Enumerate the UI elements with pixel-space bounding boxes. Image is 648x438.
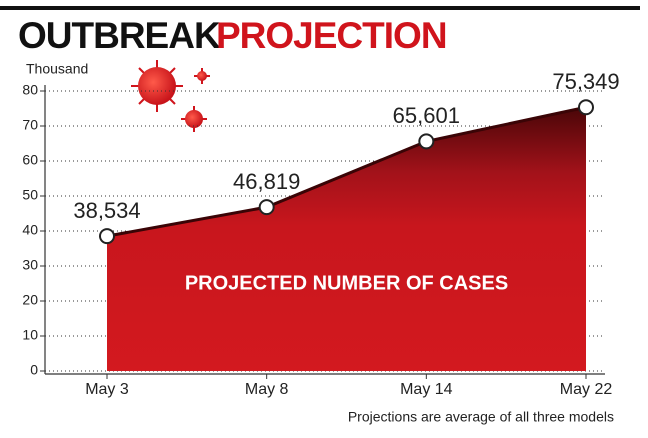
y-tick-label: 20	[22, 292, 38, 308]
y-tick-label: 0	[30, 362, 38, 378]
x-tick-label: May 14	[400, 381, 453, 398]
y-tick-label: 80	[22, 82, 38, 98]
value-label: 75,349	[552, 69, 619, 94]
y-tick-label: 10	[22, 327, 38, 343]
y-tick-label: 60	[22, 152, 38, 168]
value-label: 46,819	[233, 169, 300, 194]
point	[258, 199, 275, 216]
x-tick-label: May 3	[85, 381, 129, 398]
footnote: Projections are average of all three mod…	[348, 409, 614, 425]
point	[418, 133, 435, 150]
point	[99, 228, 115, 245]
annotation: PROJECTED NUMBER OF CASES	[185, 272, 508, 294]
x-tick-label: May 22	[560, 381, 613, 398]
line	[106, 105, 587, 238]
chart-title-highlight: PROJECTION	[216, 15, 447, 56]
area	[107, 107, 586, 371]
point	[578, 99, 594, 116]
chart-title: OUTBREAK	[18, 15, 221, 56]
virus-icons	[131, 60, 210, 132]
y-tick-label: 30	[22, 257, 38, 273]
top-rule	[0, 6, 640, 10]
value-label: 38,534	[73, 198, 140, 223]
y-tick-label: 50	[22, 187, 38, 203]
y-tick-label: 70	[22, 117, 38, 133]
y-axis-label: Thousand	[26, 61, 88, 77]
y-tick-label: 40	[22, 222, 38, 238]
value-label: 65,601	[393, 103, 460, 128]
x-tick-label: May 8	[245, 381, 289, 398]
